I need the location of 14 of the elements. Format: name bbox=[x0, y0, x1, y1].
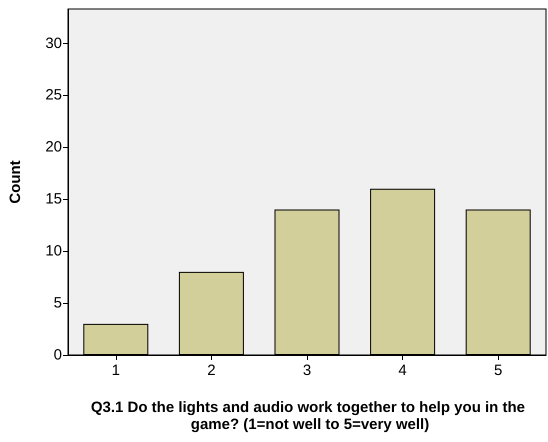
y-axis-title: Count bbox=[7, 160, 24, 204]
x-tick-label: 1 bbox=[112, 362, 120, 379]
x-axis-title: Q3.1 Do the lights and audio work together to help you in the game? (1=not well to 5=very well) bbox=[90, 399, 530, 433]
y-tick-label: 20 bbox=[45, 138, 62, 156]
y-tick-label: 0 bbox=[54, 346, 62, 364]
x-tick-label: 3 bbox=[302, 362, 312, 379]
x-tick-label: 5 bbox=[494, 362, 502, 379]
y-tick-label: 30 bbox=[45, 34, 62, 52]
y-tick-label: 5 bbox=[54, 294, 62, 312]
x-tick-label: 4 bbox=[398, 362, 407, 379]
y-tick-label: 10 bbox=[45, 242, 62, 260]
y-tick-label: 25 bbox=[45, 86, 62, 104]
y-tick-label: 15 bbox=[45, 190, 62, 208]
x-tick-label: 2 bbox=[207, 362, 216, 379]
